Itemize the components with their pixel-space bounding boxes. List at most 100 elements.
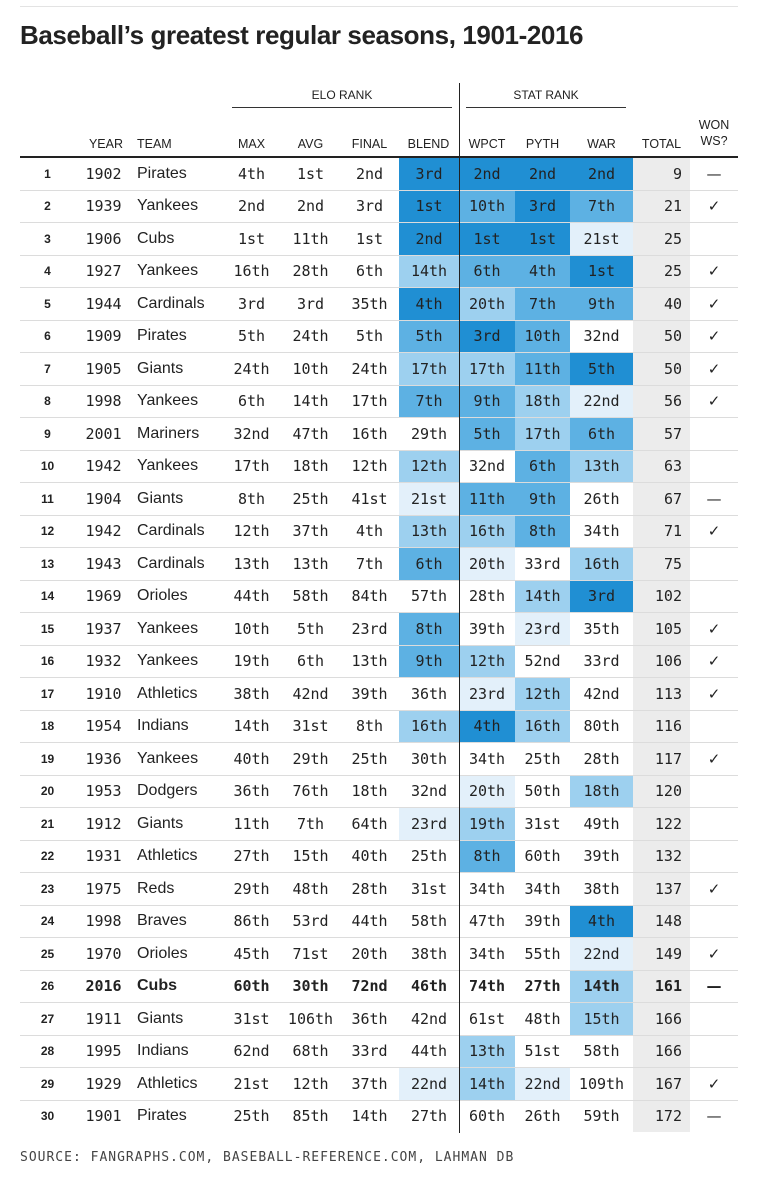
max-cell: 10th — [222, 612, 281, 646]
rank-cell: 28 — [20, 1035, 75, 1068]
table-row: 25 1970 Orioles 45th 71st 20th 38th 34th 55th 22n… — [20, 937, 738, 971]
pyth-cell: 23rd — [515, 612, 570, 646]
war-cell: 32nd — [570, 320, 633, 353]
won-ws-cell: ✓ — [690, 190, 738, 223]
avg-cell: 15th — [281, 840, 340, 873]
won-ws-cell — [690, 580, 738, 613]
rank-cell: 19 — [20, 742, 75, 776]
war-cell: 21st — [570, 222, 633, 256]
won-ws-cell: ✓ — [690, 937, 738, 971]
won-ws-cell: — — [706, 1107, 722, 1126]
rank-cell: 13 — [20, 547, 75, 581]
max-cell: 62nd — [222, 1035, 281, 1068]
max-cell: 5th — [222, 320, 281, 353]
table-row: 2 1939 Yankees 2nd 2nd 3rd 1st 10th 3rd 7th 21 ✓ — [20, 190, 738, 223]
pyth-cell: 51st — [515, 1035, 570, 1068]
blend-cell: 42nd — [399, 1002, 459, 1036]
blend-cell: 7th — [399, 385, 459, 418]
team-cell: Pirates — [137, 1107, 187, 1125]
total-cell: 25 — [633, 255, 690, 288]
blend-cell: 2nd — [399, 222, 459, 256]
max-cell: 21st — [222, 1067, 281, 1101]
year-cell: 1939 — [75, 190, 132, 223]
avg-cell: 76th — [281, 775, 340, 808]
table-row: 9 2001 Mariners 32nd 47th 16th 29th 5th 17th 6th 5… — [20, 417, 738, 451]
blend-cell: 27th — [410, 1107, 448, 1126]
final-cell: 64th — [340, 807, 399, 841]
team-cell: Giants — [132, 482, 222, 516]
table-row: 11 1904 Giants 8th 25th 41st 21st 11th 9th 26th 67… — [20, 482, 738, 516]
avg-cell: 47th — [281, 417, 340, 451]
max-cell: 32nd — [222, 417, 281, 451]
max-cell: 36th — [222, 775, 281, 808]
total-cell: 25 — [633, 222, 690, 256]
war-cell: 59th — [583, 1107, 620, 1126]
total-cell: 166 — [633, 1002, 690, 1036]
table-row: 5 1944 Cardinals 3rd 3rd 35th 4th 20th 7th 9th 40 ✓ — [20, 287, 738, 321]
year-cell: 1912 — [75, 807, 132, 841]
total-cell: 120 — [633, 775, 690, 808]
team-cell: Orioles — [132, 937, 222, 971]
source-note: SOURCE: FANGRAPHS.COM, BASEBALL-REFERENC… — [20, 1150, 515, 1165]
wpct-cell: 20th — [459, 775, 515, 808]
blend-cell: 3rd — [399, 158, 459, 191]
wpct-cell: 12th — [459, 645, 515, 678]
avg-cell: 10th — [281, 352, 340, 386]
total-cell: 75 — [633, 547, 690, 581]
rank-cell: 26 — [20, 970, 75, 1003]
table-row: 20 1953 Dodgers 36th 76th 18th 32nd 20th 50th 18t… — [20, 775, 738, 808]
war-cell: 2nd — [570, 158, 633, 191]
wpct-cell: 34th — [459, 742, 515, 776]
final-cell: 72nd — [340, 970, 399, 1003]
wpct-cell: 10th — [459, 190, 515, 223]
total-cell: 67 — [633, 482, 690, 516]
rank-cell: 5 — [20, 287, 75, 321]
year-cell: 1936 — [75, 742, 132, 776]
war-cell: 6th — [570, 417, 633, 451]
blend-cell: 25th — [399, 840, 459, 873]
table-row: 19 1936 Yankees 40th 29th 25th 30th 34th 25th 28t… — [20, 742, 738, 776]
avg-cell: 14th — [281, 385, 340, 418]
table-row: 28 1995 Indians 62nd 68th 33rd 44th 13th 51st 58t… — [20, 1035, 738, 1068]
year-cell: 2016 — [75, 970, 132, 1003]
wpct-cell: 5th — [459, 417, 515, 451]
avg-cell: 7th — [281, 807, 340, 841]
wpct-cell: 3rd — [459, 320, 515, 353]
team-cell: Orioles — [132, 580, 222, 613]
year-cell: 1953 — [75, 775, 132, 808]
war-cell: 26th — [570, 482, 633, 516]
year-cell: 1931 — [75, 840, 132, 873]
rank-cell: 10 — [20, 450, 75, 483]
table-row: 7 1905 Giants 24th 10th 24th 17th 17th 11th 5th 50… — [20, 352, 738, 386]
won-ws-cell: ✓ — [690, 612, 738, 646]
year-cell: 1932 — [75, 645, 132, 678]
table-body: 1 1902 Pirates 4th 1st 2nd 3rd 2nd 2nd 2nd 9—2 1939… — [20, 158, 738, 1132]
war-cell: 1st — [570, 255, 633, 288]
year-cell: 1954 — [75, 710, 132, 743]
pyth-cell: 8th — [515, 515, 570, 548]
team-cell: Yankees — [132, 255, 222, 288]
total-cell: 40 — [633, 287, 690, 321]
total-cell: 161 — [633, 970, 690, 1003]
final-cell: 20th — [340, 937, 399, 971]
rank-cell: 21 — [20, 807, 75, 841]
won-ws-cell: ✓ — [690, 352, 738, 386]
blend-cell: 32nd — [399, 775, 459, 808]
rank-cell: 16 — [20, 645, 75, 678]
blend-cell: 57th — [399, 580, 459, 613]
total-cell: 149 — [633, 937, 690, 971]
blend-cell: 30th — [399, 742, 459, 776]
total-cell: 106 — [633, 645, 690, 678]
blend-cell: 16th — [399, 710, 459, 743]
rank-cell: 18 — [20, 710, 75, 743]
col-header-max: MAX — [237, 137, 266, 151]
final-cell: 28th — [340, 872, 399, 906]
total-cell: 148 — [633, 905, 690, 938]
final-cell: 14th — [351, 1107, 388, 1126]
wpct-cell: 39th — [459, 612, 515, 646]
won-ws-cell — [690, 1002, 738, 1036]
final-cell: 24th — [340, 352, 399, 386]
won-ws-cell — [690, 710, 738, 743]
war-cell: 80th — [570, 710, 633, 743]
total-cell: 102 — [633, 580, 690, 613]
